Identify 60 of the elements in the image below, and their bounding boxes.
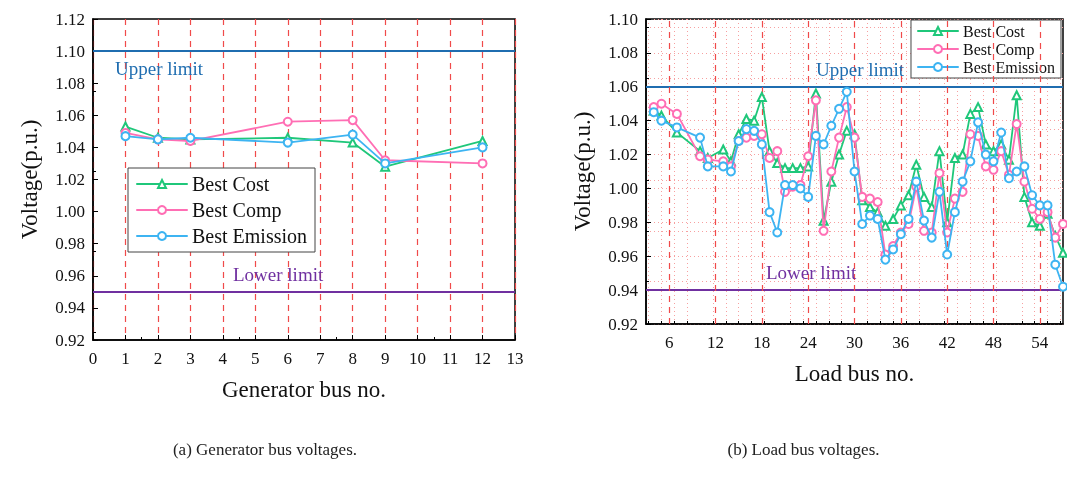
y-tick-label: 0.98 xyxy=(608,212,638,232)
x-tick-label: 8 xyxy=(348,349,357,368)
legend-label: Best Comp xyxy=(192,199,282,222)
x-tick-label: 9 xyxy=(380,349,390,368)
x-tick-label: 2 xyxy=(153,349,163,368)
x-tick-label: 7 xyxy=(315,349,325,368)
y-axis-title: Voltage(p.u.) xyxy=(17,119,42,240)
x-axis-title: Generator bus no. xyxy=(221,377,387,402)
x-tick-label: 42 xyxy=(938,333,956,352)
x-tick-label: 54 xyxy=(1031,333,1049,352)
y-tick-label: 1.08 xyxy=(608,43,638,63)
x-tick-label: 10 xyxy=(409,349,427,368)
y-tick-label: 1.12 xyxy=(55,9,85,29)
x-tick-label: 12 xyxy=(474,349,492,368)
x-tick-label: 4 xyxy=(218,349,228,368)
x-tick-label: 36 xyxy=(892,333,910,352)
y-tick-label: 1.00 xyxy=(608,178,638,198)
y-tick-label: 0.96 xyxy=(608,246,638,266)
legend-label: Best Cost xyxy=(962,22,1026,40)
x-tick-label: 12 xyxy=(707,333,724,352)
y-tick-label: 0.96 xyxy=(55,266,85,286)
x-tick-label: 13 xyxy=(506,349,524,368)
legend-label: Best Emission xyxy=(962,58,1056,76)
y-tick-label: 1.08 xyxy=(55,73,85,93)
y-tick-label: 0.94 xyxy=(608,280,639,300)
legend-label: Best Cost xyxy=(192,173,270,195)
x-tick-label: 0 xyxy=(88,349,98,368)
y-tick-label: 1.02 xyxy=(608,145,638,165)
y-tick-label: 1.06 xyxy=(608,77,638,97)
y-tick-label: 1.00 xyxy=(55,202,85,222)
x-tick-label: 24 xyxy=(799,333,818,352)
x-tick-label: 5 xyxy=(251,349,260,368)
x-tick-label: 48 xyxy=(985,333,1002,352)
y-axis-title: Voltage(p.u.) xyxy=(570,111,595,232)
y-tick-label: 0.92 xyxy=(608,314,638,334)
ref-line-label: Upper limit xyxy=(816,58,905,80)
y-tick-label: 1.04 xyxy=(55,137,86,157)
x-tick-label: 18 xyxy=(753,333,771,352)
x-tick-label: 6 xyxy=(283,349,293,368)
y-tick-label: 0.94 xyxy=(55,298,86,318)
x-tick-label: 3 xyxy=(186,349,195,368)
text: (a) Generator bus voltages. xyxy=(171,440,359,460)
x-tick-label: 11 xyxy=(441,349,459,368)
ref-line-label: Upper limit xyxy=(115,58,204,80)
x-tick-label: 6 xyxy=(664,333,674,352)
ref-line-label: Lower limit xyxy=(766,262,857,284)
ref-line-label: Lower limit xyxy=(233,263,324,285)
y-tick-label: 0.98 xyxy=(55,234,85,254)
legend-label: Best Comp xyxy=(962,40,1035,59)
y-tick-label: 1.02 xyxy=(55,170,85,189)
y-tick-label: 1.04 xyxy=(608,111,639,131)
y-tick-label: 0.92 xyxy=(55,330,85,350)
x-tick-label: 1 xyxy=(121,349,130,368)
legend-label: Best Emission xyxy=(192,225,308,247)
x-tick-label: 30 xyxy=(846,333,863,352)
y-tick-label: 1.10 xyxy=(55,41,85,61)
y-tick-label: 1.10 xyxy=(608,9,638,29)
text: (b) Load bus voltages. xyxy=(726,440,881,460)
y-tick-label: 1.06 xyxy=(55,105,85,125)
x-axis-title: Load bus no. xyxy=(794,361,915,386)
